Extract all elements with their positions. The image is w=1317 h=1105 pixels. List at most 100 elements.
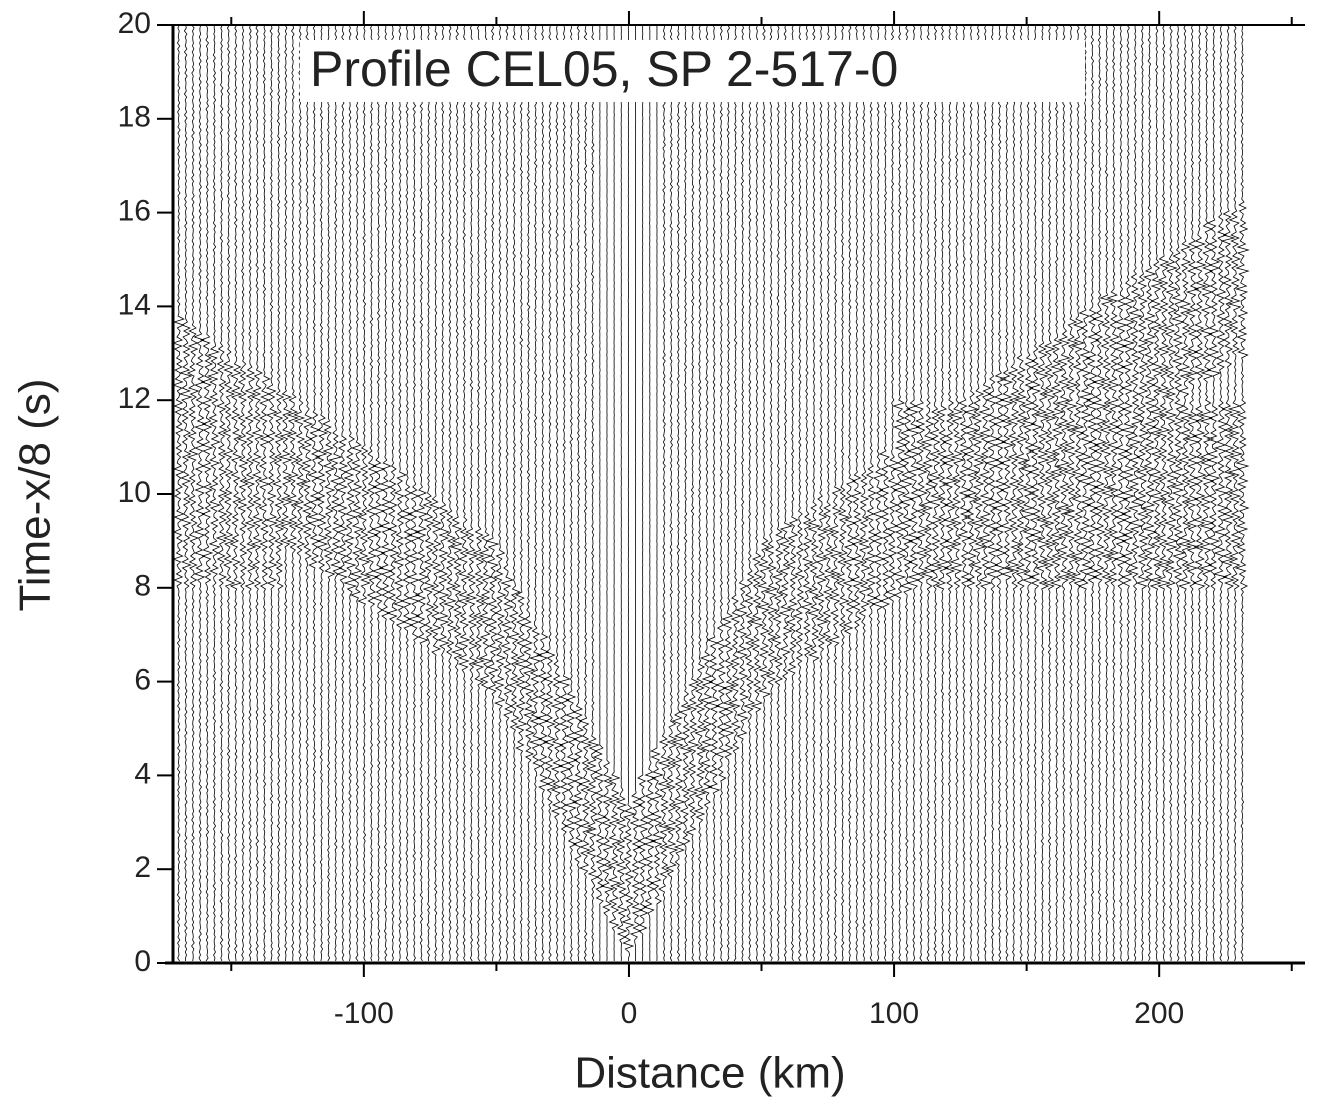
y-tick-label: 10	[118, 476, 151, 509]
trace	[836, 24, 850, 962]
trace	[743, 24, 756, 962]
y-tick-label: 18	[118, 101, 151, 134]
trace	[984, 24, 1001, 962]
trace	[207, 24, 221, 962]
trace	[785, 24, 799, 962]
trace	[878, 24, 893, 962]
trace	[770, 24, 785, 962]
trace	[278, 24, 293, 962]
trace	[792, 24, 806, 962]
trace	[649, 24, 665, 962]
trace	[371, 24, 386, 962]
trace	[386, 24, 400, 962]
trace	[814, 24, 829, 962]
trace	[1198, 24, 1215, 962]
trace	[1177, 24, 1194, 962]
trace	[1077, 24, 1094, 962]
trace	[671, 24, 686, 962]
trace	[1099, 24, 1115, 962]
trace	[1055, 24, 1072, 962]
trace	[998, 24, 1015, 962]
trace	[699, 24, 714, 962]
trace	[1206, 24, 1222, 962]
trace	[864, 24, 878, 962]
trace	[607, 24, 622, 962]
trace	[615, 25, 629, 962]
trace	[1034, 24, 1051, 962]
trace	[977, 24, 994, 962]
trace	[927, 24, 944, 961]
trace	[493, 24, 507, 962]
trace	[905, 24, 922, 962]
trace	[706, 24, 721, 962]
trace	[778, 24, 793, 962]
title-box	[300, 40, 1085, 102]
trace	[1227, 24, 1244, 962]
trace	[1155, 24, 1172, 962]
trace	[563, 24, 578, 962]
trace	[1013, 24, 1029, 962]
trace	[300, 24, 314, 962]
trace	[328, 24, 343, 962]
trace	[264, 24, 278, 962]
trace	[1106, 24, 1122, 962]
trace	[1234, 24, 1250, 962]
trace	[171, 24, 185, 962]
trace	[485, 24, 501, 962]
y-tick-label: 4	[134, 757, 151, 790]
trace	[970, 24, 987, 962]
trace	[1170, 24, 1186, 962]
trace	[215, 24, 228, 962]
trace	[1027, 24, 1043, 962]
trace	[314, 24, 329, 962]
trace	[827, 24, 844, 962]
trace	[1084, 24, 1100, 962]
trace	[892, 24, 908, 962]
trace	[678, 24, 693, 962]
y-tick-label: 8	[134, 570, 151, 603]
trace	[920, 25, 937, 962]
trace	[449, 24, 464, 962]
x-tick-label: -100	[334, 997, 394, 1030]
trace	[728, 24, 742, 962]
trace	[435, 24, 451, 962]
trace	[322, 24, 336, 962]
trace	[542, 24, 557, 962]
trace	[756, 24, 772, 962]
trace	[229, 24, 243, 962]
trace	[693, 24, 707, 962]
trace	[585, 24, 601, 962]
trace	[272, 24, 285, 962]
y-tick-label: 2	[134, 851, 151, 884]
trace	[578, 24, 593, 962]
trace	[478, 24, 494, 962]
y-tick-label: 14	[118, 288, 151, 321]
trace	[949, 24, 966, 962]
trace	[592, 24, 607, 962]
trace	[429, 24, 443, 962]
trace	[721, 24, 736, 962]
trace	[414, 24, 429, 962]
trace	[806, 24, 821, 962]
trace	[1041, 24, 1058, 962]
trace	[349, 24, 364, 962]
trace	[941, 24, 958, 962]
trace	[528, 24, 543, 962]
y-tick-label: 0	[134, 945, 151, 978]
trace	[636, 24, 650, 962]
chart-title: Profile CEL05, SP 2-517-0	[310, 41, 898, 97]
trace	[250, 24, 265, 961]
trace	[1063, 24, 1080, 962]
trace	[935, 24, 950, 962]
trace	[629, 24, 643, 962]
trace	[1163, 24, 1179, 962]
trace	[735, 24, 750, 962]
trace	[822, 24, 836, 962]
trace	[1135, 24, 1150, 962]
trace	[1184, 24, 1201, 962]
y-tick-label: 12	[118, 382, 151, 415]
trace	[685, 24, 700, 962]
trace	[885, 24, 900, 962]
trace	[657, 24, 672, 962]
trace	[1192, 24, 1207, 962]
